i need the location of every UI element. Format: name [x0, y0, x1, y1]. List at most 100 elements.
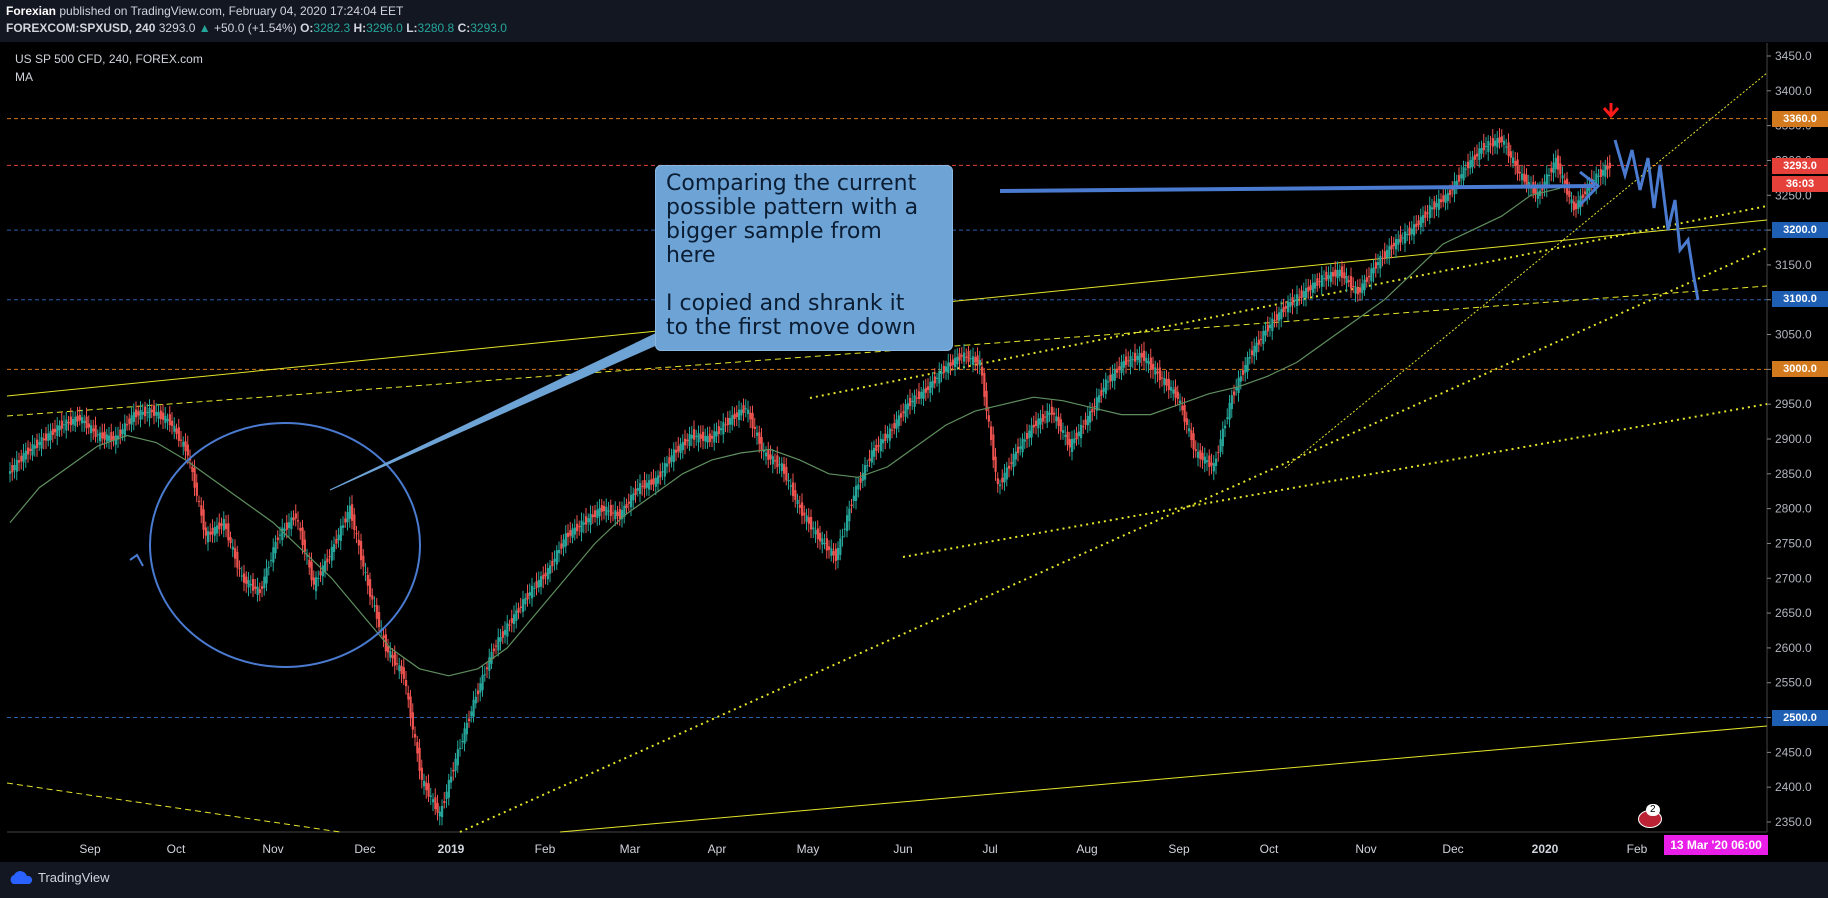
candle-body: [663, 463, 666, 477]
candle-body: [126, 424, 129, 426]
candle-body: [398, 665, 401, 672]
candle-body: [342, 525, 345, 528]
candle-body: [690, 435, 693, 439]
candle-body: [123, 423, 126, 436]
tradingview-logo[interactable]: TradingView: [8, 870, 110, 885]
candle-body: [1064, 434, 1067, 437]
candle-body: [1435, 203, 1438, 208]
candle-body: [497, 637, 500, 651]
candle-body: [144, 406, 147, 417]
candle-body: [1606, 165, 1609, 170]
candle-body: [261, 586, 264, 589]
candle-body: [857, 484, 860, 490]
candle-body: [351, 504, 354, 521]
candle-body: [1080, 424, 1083, 439]
candle-body: [63, 424, 66, 426]
candle-body: [1010, 462, 1013, 464]
candle-body: [1325, 271, 1328, 281]
candle-body: [1158, 367, 1161, 381]
candle-body: [1017, 446, 1020, 454]
countdown-label: 36:03: [1772, 176, 1828, 192]
candle-body: [1392, 242, 1395, 247]
candle-body: [209, 531, 212, 535]
candle-body: [1356, 287, 1359, 295]
candle-body: [985, 390, 988, 412]
candle-body: [753, 426, 756, 429]
candle-body: [470, 711, 473, 717]
candle-body: [198, 500, 201, 502]
candle-body: [1228, 402, 1231, 420]
x-tick-label: Sep: [79, 842, 101, 856]
candle-body: [238, 567, 241, 570]
events-flag-icon[interactable]: 2: [1636, 804, 1666, 828]
trendline: [7, 782, 341, 833]
trendline: [809, 205, 1768, 399]
candle-body: [396, 663, 399, 665]
candle-body: [812, 527, 815, 530]
y-tick-label: 3450.0: [1775, 49, 1812, 63]
candle-body: [1494, 140, 1497, 146]
candle-body: [1037, 418, 1040, 429]
candle-body: [868, 458, 871, 462]
price-change: +50.0 (+1.54%): [214, 21, 297, 35]
candle-body: [1332, 271, 1335, 277]
candle-body: [501, 631, 504, 638]
candle-body: [1291, 297, 1294, 306]
candle-body: [722, 422, 725, 435]
cloud-icon: [10, 870, 33, 884]
candle-body: [1149, 357, 1152, 370]
candle-body: [528, 592, 531, 596]
candle-body: [54, 428, 57, 433]
candle-body: [1548, 175, 1551, 177]
candle-body: [688, 434, 691, 446]
candle-body: [960, 355, 963, 357]
time-axis[interactable]: Sep Oct Nov Dec 2019 Feb Mar Apr May Jun Jul Aug Sep…: [79, 842, 1647, 856]
candle-body: [627, 501, 630, 504]
candle-body: [355, 533, 358, 535]
candle-body: [216, 525, 219, 534]
candle-body: [1030, 425, 1033, 438]
candle-body: [587, 518, 590, 523]
candle-body: [364, 571, 367, 573]
candle-body: [1210, 462, 1213, 466]
candle-body: [1275, 314, 1278, 321]
trendline: [902, 403, 1768, 558]
candle-body: [234, 548, 237, 559]
candle-body: [202, 509, 205, 530]
chart-area[interactable]: 2350.02400.02450.02500.02550.02600.02650…: [7, 43, 1812, 862]
candle-body: [936, 377, 939, 379]
candle-body: [1552, 162, 1555, 174]
legend-title[interactable]: US SP 500 CFD, 240, FOREX.com: [15, 52, 203, 66]
candle-body: [940, 372, 943, 375]
candle-body: [1442, 195, 1445, 202]
candle-body: [1129, 356, 1132, 367]
candle-body: [877, 445, 880, 447]
candle-body: [596, 509, 599, 519]
annotation-callout[interactable]: Comparing the current possible pattern w…: [655, 165, 953, 351]
candle-body: [1140, 352, 1143, 358]
candle-body: [330, 546, 333, 561]
candle-body: [182, 441, 185, 447]
candle-body: [94, 425, 97, 438]
candle-body: [130, 415, 133, 425]
legend-indicator[interactable]: MA: [15, 70, 33, 84]
candle-body: [1505, 146, 1508, 148]
candle-body: [297, 520, 300, 522]
candle-body: [1120, 361, 1123, 373]
candle-body: [312, 577, 315, 585]
candle-body: [146, 411, 149, 413]
candle-body: [891, 429, 894, 431]
author-name[interactable]: Forexian: [6, 4, 57, 18]
x-tick-label: Apr: [708, 842, 727, 856]
x-tick-label: Feb: [1627, 842, 1648, 856]
candle-body: [1579, 195, 1582, 208]
candle-body: [994, 456, 997, 472]
candle-body: [67, 421, 70, 424]
candle-body: [306, 555, 309, 557]
candle-body: [1109, 374, 1112, 382]
candle-body: [549, 565, 552, 574]
candle-body: [801, 502, 804, 516]
open-value: 3282.3: [313, 21, 351, 35]
price-chart[interactable]: 2350.0 2400.0 2450.0 2500.0 2550.0 2600.0 2650…: [7, 43, 1828, 862]
candle-body: [1451, 189, 1454, 191]
